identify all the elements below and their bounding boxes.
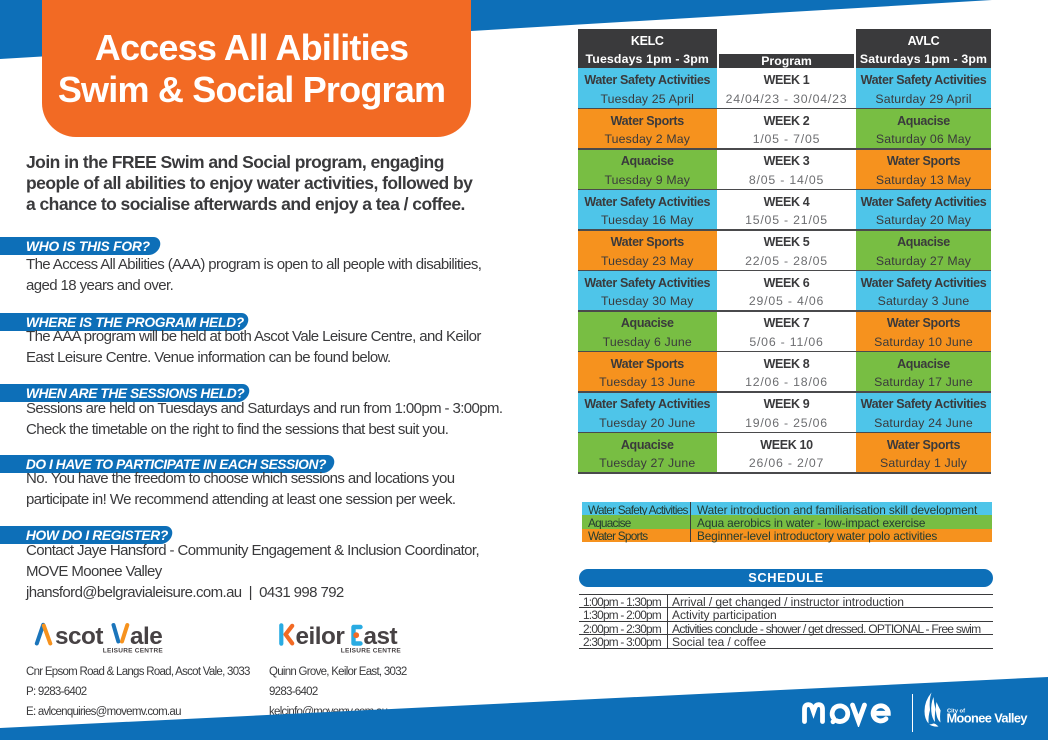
- svg-text:City of: City of: [947, 709, 965, 715]
- svg-text:scot: scot: [55, 623, 103, 650]
- svg-text:LEISURE CENTRE: LEISURE CENTRE: [103, 648, 164, 655]
- svg-text:Moonee Valley: Moonee Valley: [947, 711, 1029, 726]
- svg-text:eilor: eilor: [296, 623, 346, 650]
- svg-text:LEISURE CENTRE: LEISURE CENTRE: [341, 648, 402, 655]
- svg-text:ale: ale: [130, 623, 162, 650]
- svg-text:ast: ast: [364, 623, 398, 650]
